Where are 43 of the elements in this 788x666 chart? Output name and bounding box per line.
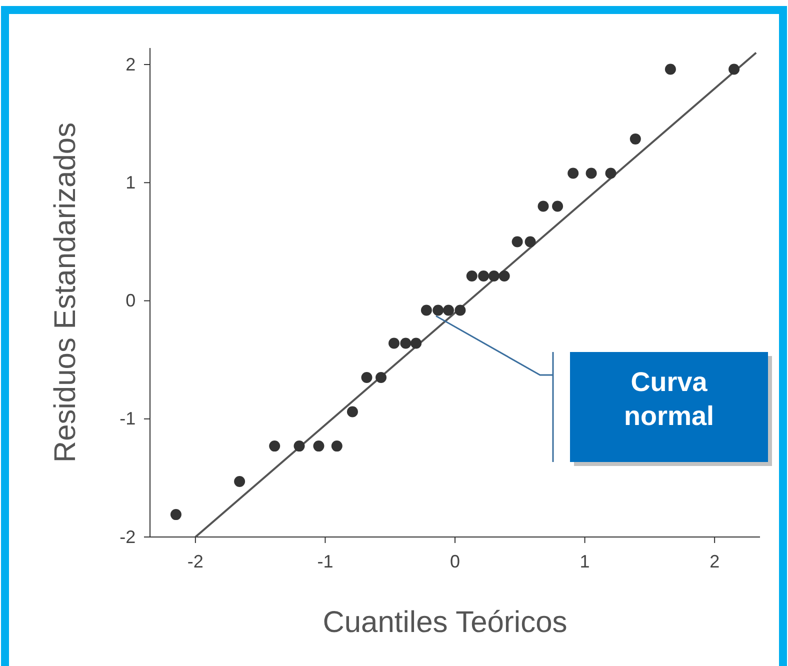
y-tick-label: 1	[126, 172, 136, 192]
y-axis-title: Residuos Estandarizados	[49, 122, 82, 463]
point	[361, 372, 372, 384]
point	[586, 168, 597, 179]
x-tick-label: 0	[450, 552, 460, 572]
point	[524, 236, 536, 248]
point	[552, 200, 564, 212]
point	[568, 168, 579, 179]
y-tick-label: -2	[120, 526, 136, 547]
point	[498, 270, 510, 282]
point	[512, 236, 523, 248]
x-axis-title: Cuantiles Teóricos	[322, 606, 568, 639]
point	[346, 406, 358, 418]
point	[410, 338, 422, 349]
point	[234, 476, 246, 487]
point	[376, 372, 387, 384]
point	[443, 304, 454, 316]
point	[331, 440, 342, 452]
y-tick-label: 2	[126, 54, 136, 74]
annotation: Curva normal	[624, 367, 714, 431]
point	[313, 440, 324, 452]
point	[478, 270, 490, 282]
point	[728, 64, 740, 75]
point	[630, 133, 641, 144]
point	[538, 200, 549, 212]
point	[605, 168, 616, 179]
point	[269, 440, 280, 452]
x-tick-label: -2	[187, 552, 204, 572]
point	[432, 304, 444, 316]
point	[294, 440, 305, 452]
point	[420, 304, 432, 316]
point	[170, 509, 182, 520]
y-tick-label: -1	[120, 408, 136, 429]
point	[388, 338, 400, 349]
point	[488, 270, 500, 282]
x-tick-label: 2	[710, 552, 720, 572]
y-tick-label: 0	[126, 290, 136, 311]
point	[664, 64, 676, 75]
point	[466, 270, 478, 282]
point	[400, 338, 412, 349]
point	[454, 304, 466, 316]
x-tick-label: 1	[580, 552, 590, 572]
x-tick-label: -1	[317, 552, 334, 572]
